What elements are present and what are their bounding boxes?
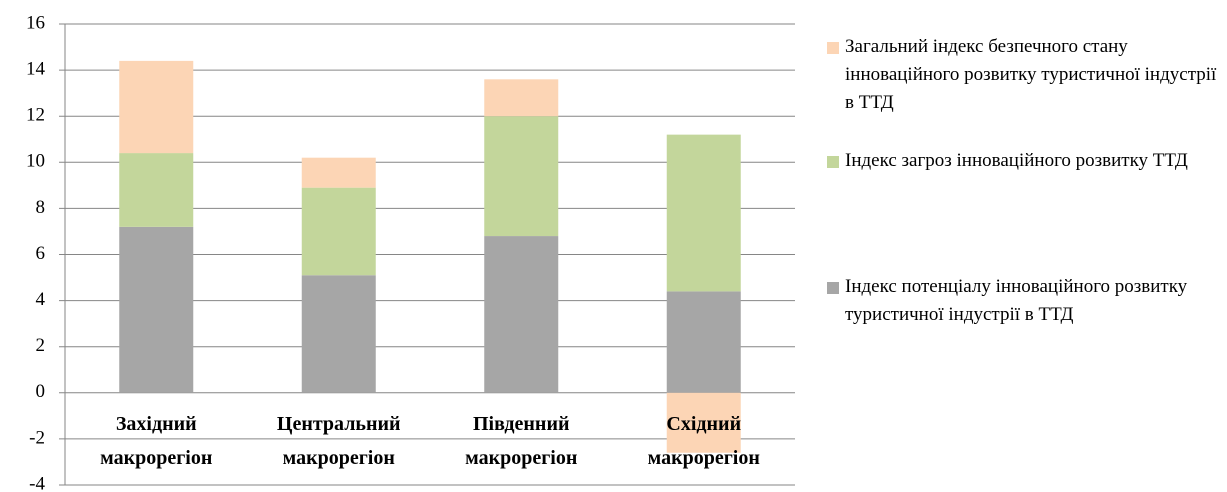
x-tick-label: Центральний макрорегіон (277, 413, 401, 469)
y-tick-label: -2 (29, 427, 45, 448)
legend-swatch (827, 42, 839, 54)
bar-segment (119, 226, 194, 393)
y-tick-label: 6 (36, 243, 46, 264)
bar-segment (666, 291, 741, 393)
legend-swatch (827, 282, 839, 294)
y-tick-label: 8 (36, 197, 46, 218)
x-tick-label: Східний макрорегіон (648, 413, 760, 469)
x-tick-label: Західний макрорегіон (100, 413, 212, 469)
legend-label: Індекс потенціалу інноваційного розвитку… (845, 276, 1188, 325)
bar-segment (484, 79, 559, 117)
bar-segment (484, 236, 559, 393)
bar-segment (301, 275, 376, 393)
y-tick-label: 4 (36, 289, 46, 310)
bar-segment (301, 187, 376, 276)
bar-segment (666, 392, 741, 453)
y-tick-label: 12 (26, 105, 45, 126)
legend-label: Індекс загроз інноваційного розвитку ТТД (845, 150, 1188, 171)
bar-segment (666, 134, 741, 292)
bar-segment (301, 157, 376, 188)
legend-swatch (827, 156, 839, 168)
y-tick-label: 14 (26, 58, 46, 79)
y-tick-label: 2 (36, 335, 46, 356)
y-tick-label: 10 (26, 151, 45, 172)
bar-segment (119, 60, 194, 154)
y-tick-label: -4 (29, 473, 45, 492)
y-tick-label: 16 (26, 12, 45, 33)
bar-segment (484, 116, 559, 237)
x-tick-label: Південний макрорегіон (465, 413, 577, 469)
y-tick-label: 0 (36, 381, 46, 402)
legend-label: Загальний індекс безпечного стану інновац… (845, 36, 1217, 113)
bar-segment (119, 153, 194, 227)
